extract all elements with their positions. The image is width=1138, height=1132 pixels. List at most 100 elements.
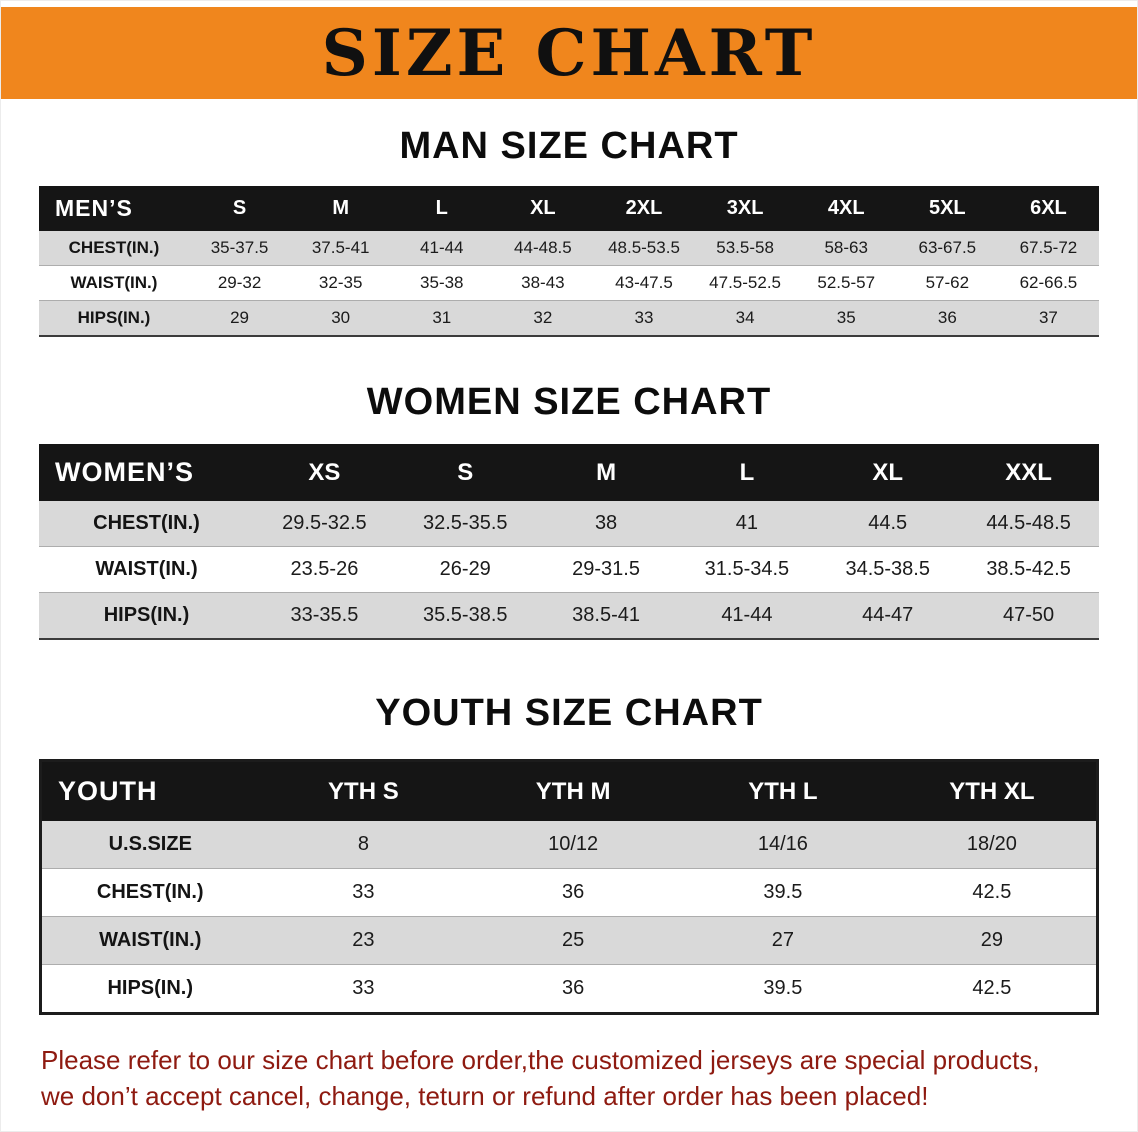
table-row: CHEST(IN.) 33 36 39.5 42.5 bbox=[40, 868, 1098, 917]
value-cell: 26-29 bbox=[439, 558, 491, 580]
youth-size-section: YOUTH SIZE CHART YOUTH YTH S YTH M YTH L YTH… bbox=[1, 692, 1137, 1015]
row-label-cell: U.S.SIZE bbox=[108, 833, 192, 855]
table-header-row: WOMEN’S XS S M L XL XXL bbox=[39, 444, 1099, 501]
table-header-row: MEN’S S M L XL 2XL 3XL 4XL 5XL 6XL bbox=[39, 186, 1099, 231]
value-cell: 42.5 bbox=[972, 977, 1012, 999]
value-cell: 32-35 bbox=[318, 273, 363, 292]
size-header-cell: 2XL bbox=[593, 186, 695, 231]
value-cell: 38 bbox=[594, 512, 618, 534]
size-header-cell: YTH XL bbox=[887, 760, 1098, 821]
value-cell: 57-62 bbox=[925, 273, 970, 292]
value-cell: 36 bbox=[937, 308, 957, 327]
value-cell: 23.5-26 bbox=[290, 558, 359, 580]
table-row: WAIST(IN.) 23.5-26 26-29 29-31.5 31.5-34.5 34… bbox=[39, 546, 1099, 593]
value-cell: 34.5-38.5 bbox=[845, 558, 930, 580]
value-cell: 47.5-52.5 bbox=[709, 273, 782, 292]
youth-section-heading: YOUTH SIZE CHART bbox=[375, 692, 763, 734]
table-title-cell: YOUTH bbox=[40, 760, 259, 821]
size-header-cell: L bbox=[676, 444, 818, 501]
value-cell: 35-38 bbox=[420, 273, 464, 292]
size-header-cell: XXL bbox=[958, 444, 1099, 501]
value-cell: 29 bbox=[230, 308, 250, 327]
value-cell: 29 bbox=[980, 929, 1003, 951]
size-chart-page: SIZE CHART MAN SIZE CHART MEN’S S M L XL 2XL 3… bbox=[1, 7, 1137, 1115]
value-cell: 30 bbox=[331, 308, 351, 327]
size-header-cell: XS bbox=[254, 444, 395, 501]
size-header-cell: YTH S bbox=[258, 760, 469, 821]
value-cell: 29-32 bbox=[217, 273, 262, 292]
value-cell: 33 bbox=[634, 308, 654, 327]
row-label-cell: WAIST(IN.) bbox=[70, 273, 158, 292]
value-cell: 33 bbox=[352, 881, 375, 903]
footer-line-2: we don’t accept cancel, change, teturn o… bbox=[41, 1080, 929, 1111]
women-size-table: WOMEN’S XS S M L XL XXL CHEST(IN.) 29.5-32.5 32.5… bbox=[39, 444, 1099, 640]
value-cell: 39.5 bbox=[763, 977, 803, 999]
value-cell: 27 bbox=[771, 929, 794, 951]
value-cell: 44-47 bbox=[862, 604, 914, 626]
table-row: HIPS(IN.) 33 36 39.5 42.5 bbox=[40, 964, 1098, 1014]
value-cell: 35-37.5 bbox=[210, 238, 269, 257]
value-cell: 36 bbox=[562, 881, 585, 903]
row-label-cell: WAIST(IN.) bbox=[99, 929, 202, 951]
value-cell: 44.5 bbox=[868, 512, 908, 534]
value-cell: 44.5-48.5 bbox=[986, 512, 1071, 534]
value-cell: 63-67.5 bbox=[918, 238, 977, 257]
size-header-cell: L bbox=[391, 186, 493, 231]
value-cell: 41-44 bbox=[721, 604, 773, 626]
size-header-cell: M bbox=[290, 186, 392, 231]
value-cell: 10/12 bbox=[548, 833, 599, 855]
value-cell: 38.5-42.5 bbox=[986, 558, 1071, 580]
value-cell: 48.5-53.5 bbox=[608, 238, 680, 257]
row-label-cell: CHEST(IN.) bbox=[96, 881, 204, 903]
row-label-cell: CHEST(IN.) bbox=[93, 512, 200, 534]
value-cell: 33-35.5 bbox=[290, 604, 359, 626]
value-cell: 42.5 bbox=[972, 881, 1012, 903]
value-cell: 29-31.5 bbox=[572, 558, 640, 580]
table-row: WAIST(IN.) 29-32 32-35 35-38 38-43 43-47.5 47.… bbox=[39, 265, 1099, 301]
value-cell: 41-44 bbox=[420, 238, 464, 257]
value-cell: 41 bbox=[735, 512, 759, 534]
value-cell: 38-43 bbox=[521, 273, 565, 292]
table-header-row: YOUTH YTH S YTH M YTH L YTH XL bbox=[40, 760, 1098, 821]
size-header-cell: 6XL bbox=[997, 186, 1099, 231]
value-cell: 38.5-41 bbox=[572, 604, 640, 626]
table-row: WAIST(IN.) 23 25 27 29 bbox=[40, 916, 1098, 965]
value-cell: 37.5-41 bbox=[311, 238, 370, 257]
value-cell: 23 bbox=[352, 929, 375, 951]
value-cell: 34 bbox=[735, 308, 755, 327]
table-title-cell: MEN’S bbox=[39, 186, 189, 231]
row-label-cell: CHEST(IN.) bbox=[68, 238, 160, 257]
table-row: HIPS(IN.) 29 30 31 32 33 34 35 36 37 bbox=[39, 300, 1099, 336]
value-cell: 43-47.5 bbox=[615, 273, 673, 292]
women-section-heading: WOMEN SIZE CHART bbox=[366, 381, 772, 423]
value-cell: 18/20 bbox=[966, 833, 1017, 855]
value-cell: 35 bbox=[836, 308, 856, 327]
size-header-cell: YTH L bbox=[678, 760, 888, 821]
value-cell: 31 bbox=[432, 308, 452, 327]
banner: SIZE CHART bbox=[1, 7, 1137, 99]
value-cell: 52.5-57 bbox=[817, 273, 876, 292]
value-cell: 33 bbox=[352, 977, 375, 999]
value-cell: 53.5-58 bbox=[716, 238, 774, 257]
row-label-cell: HIPS(IN.) bbox=[103, 604, 190, 626]
value-cell: 47-50 bbox=[1002, 604, 1055, 626]
value-cell: 35.5-38.5 bbox=[422, 604, 508, 626]
size-header-cell: 4XL bbox=[795, 186, 897, 231]
value-cell: 14/16 bbox=[757, 833, 808, 855]
row-label-cell: HIPS(IN.) bbox=[107, 977, 194, 999]
value-cell: 39.5 bbox=[763, 881, 803, 903]
value-cell: 29.5-32.5 bbox=[282, 512, 367, 534]
size-header-cell: XL bbox=[492, 186, 594, 231]
men-size-section: MAN SIZE CHART MEN’S S M L XL 2XL 3XL 4XL 5XL 6XL… bbox=[1, 125, 1137, 337]
table-row: CHEST(IN.) 35-37.5 37.5-41 41-44 44-48.5 48.5… bbox=[39, 231, 1099, 266]
table-row: HIPS(IN.) 33-35.5 35.5-38.5 38.5-41 41-44 44-… bbox=[39, 592, 1099, 639]
value-cell: 25 bbox=[562, 929, 585, 951]
value-cell: 62-66.5 bbox=[1019, 273, 1078, 292]
footer-note: Please refer to our size chart before or… bbox=[1, 1043, 1137, 1115]
table-title-cell: WOMEN’S bbox=[39, 444, 254, 501]
value-cell: 58-63 bbox=[824, 238, 868, 257]
row-label-cell: WAIST(IN.) bbox=[95, 558, 198, 580]
value-cell: 31.5-34.5 bbox=[704, 558, 790, 580]
size-header-cell: YTH M bbox=[468, 760, 678, 821]
size-header-cell: 5XL bbox=[896, 186, 998, 231]
